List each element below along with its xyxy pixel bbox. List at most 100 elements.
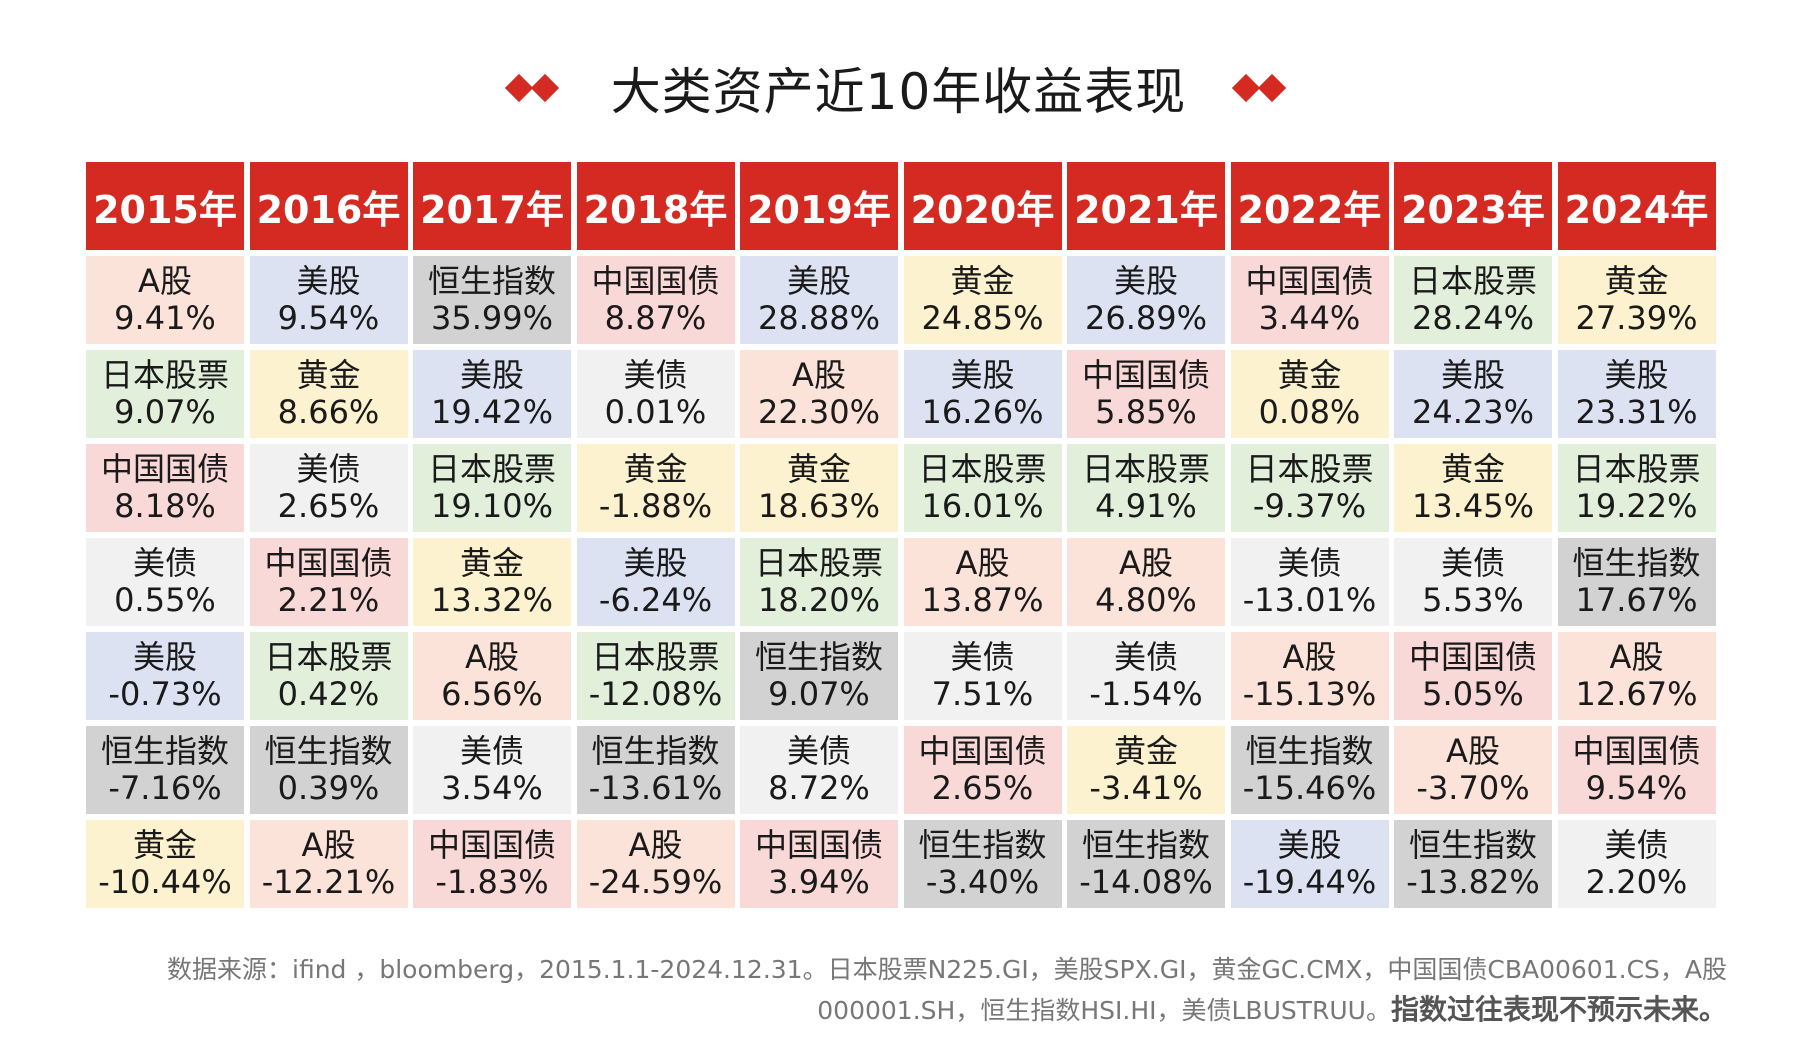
- asset-cell: 日本股票 -9.37%: [1230, 444, 1389, 532]
- asset-cell: 中国国债 2.65%: [903, 726, 1062, 814]
- asset-return: 4.91%: [1095, 487, 1197, 525]
- year-column: 2022年 中国国债 3.44% 黄金 0.08% 日本股票 -9.37% 美债 -13.01%…: [1230, 162, 1389, 908]
- asset-cell: 黄金 13.45%: [1394, 444, 1552, 532]
- asset-return: 16.01%: [921, 487, 1044, 525]
- asset-return: 6.56%: [441, 675, 543, 713]
- asset-cell: 黄金 -1.88%: [576, 444, 735, 532]
- asset-return: 5.53%: [1422, 581, 1524, 619]
- asset-cell: 美股 28.88%: [740, 256, 898, 344]
- asset-cell: 中国国债 -1.83%: [413, 820, 571, 908]
- asset-return: 2.21%: [277, 581, 380, 619]
- asset-cell: 日本股票 4.91%: [1067, 444, 1225, 532]
- asset-name: 日本股票: [1081, 450, 1210, 488]
- year-column: 2017年 恒生指数 35.99% 美股 19.42% 日本股票 19.10% 黄金 13.32…: [413, 162, 571, 908]
- year-header: 2021年: [1067, 162, 1225, 250]
- asset-cell: 恒生指数 9.07%: [740, 632, 898, 720]
- asset-name: 中国国债: [754, 826, 883, 864]
- asset-cell: A股 22.30%: [740, 350, 898, 438]
- asset-name: 美债: [1277, 544, 1342, 582]
- asset-name: A股: [628, 826, 683, 864]
- asset-return: 2.20%: [1585, 863, 1688, 901]
- asset-return: 13.45%: [1411, 487, 1534, 525]
- asset-return: -3.70%: [1416, 769, 1530, 807]
- asset-name: 黄金: [296, 356, 361, 394]
- asset-name: A股: [1609, 638, 1664, 676]
- asset-return: 5.85%: [1095, 393, 1197, 431]
- asset-cell: 恒生指数 -3.40%: [903, 820, 1062, 908]
- asset-cell: 美股 19.42%: [413, 350, 571, 438]
- year-header: 2016年: [249, 162, 408, 250]
- asset-name: 美股: [459, 356, 524, 394]
- asset-name: 黄金: [1440, 450, 1505, 488]
- asset-return: 13.32%: [430, 581, 553, 619]
- page-title: 大类资产近10年收益表现: [610, 63, 1187, 121]
- asset-cell: 中国国债 3.94%: [740, 820, 898, 908]
- asset-cell: A股 -15.13%: [1230, 632, 1389, 720]
- asset-return: 35.99%: [430, 299, 553, 337]
- year-column: 2021年 美股 26.89% 中国国债 5.85% 日本股票 4.91% A股 4.80% 美债…: [1067, 162, 1225, 908]
- asset-cell: 美债 2.65%: [249, 444, 408, 532]
- title-bar: 大类资产近10年收益表现: [0, 52, 1797, 124]
- asset-name: A股: [465, 638, 519, 676]
- asset-return: 24.85%: [921, 299, 1044, 337]
- asset-return: 0.08%: [1258, 393, 1361, 431]
- asset-return: 9.07%: [768, 675, 870, 713]
- year-header: 2018年: [576, 162, 735, 250]
- asset-cell: 美债 -13.01%: [1230, 538, 1389, 626]
- asset-name: 恒生指数: [1081, 826, 1210, 864]
- year-header: 2024年: [1557, 162, 1716, 250]
- asset-name: A股: [138, 262, 192, 300]
- asset-name: 中国国债: [100, 450, 229, 488]
- asset-return: -7.16%: [108, 769, 222, 807]
- asset-cell: 黄金 0.08%: [1230, 350, 1389, 438]
- asset-return: -0.73%: [108, 675, 222, 713]
- asset-return: 19.10%: [430, 487, 553, 525]
- asset-name: 美股: [623, 544, 688, 582]
- asset-return: 28.24%: [1411, 299, 1534, 337]
- asset-return: 12.67%: [1575, 675, 1698, 713]
- asset-return: 22.30%: [757, 393, 880, 431]
- asset-return: 23.31%: [1575, 393, 1698, 431]
- asset-cell: 美债 8.72%: [740, 726, 898, 814]
- asset-return: 17.67%: [1575, 581, 1698, 619]
- asset-name: 黄金: [623, 450, 688, 488]
- asset-return: 19.22%: [1575, 487, 1698, 525]
- asset-return: -9.37%: [1252, 487, 1367, 525]
- asset-cell: 日本股票 9.07%: [86, 350, 244, 438]
- asset-cell: 日本股票 18.20%: [740, 538, 898, 626]
- asset-cell: 美债 0.55%: [86, 538, 244, 626]
- year-header: 2017年: [413, 162, 571, 250]
- asset-name: 日本股票: [591, 638, 720, 676]
- asset-cell: 恒生指数 0.39%: [249, 726, 408, 814]
- year-column: 2016年 美股 9.54% 黄金 8.66% 美债 2.65% 中国国债 2.21% 日本股票 0…: [249, 162, 408, 908]
- asset-return: -12.08%: [588, 675, 723, 713]
- asset-cell: 日本股票 19.10%: [413, 444, 571, 532]
- asset-cell: 中国国债 5.85%: [1067, 350, 1225, 438]
- asset-name: 美股: [786, 262, 851, 300]
- asset-name: 中国国债: [264, 544, 393, 582]
- asset-cell: 美股 16.26%: [903, 350, 1062, 438]
- asset-name: A股: [1119, 544, 1173, 582]
- asset-name: 恒生指数: [100, 732, 229, 770]
- asset-cell: 恒生指数 -13.61%: [576, 726, 735, 814]
- diamond-right-icon: [1232, 73, 1288, 103]
- asset-cell: A股 -12.21%: [249, 820, 408, 908]
- asset-cell: 恒生指数 35.99%: [413, 256, 571, 344]
- asset-cell: A股 6.56%: [413, 632, 571, 720]
- footnote-line2: 000001.SH，恒生指数HSI.HI，美债LBUSTRUU。指数过往表现不预…: [817, 988, 1727, 1028]
- asset-return: 28.88%: [757, 299, 880, 337]
- asset-return: 27.39%: [1575, 299, 1698, 337]
- asset-return: -6.24%: [598, 581, 713, 619]
- asset-cell: A股 9.41%: [86, 256, 244, 344]
- asset-name: 日本股票: [1572, 450, 1701, 488]
- asset-name: 中国国债: [427, 826, 556, 864]
- asset-cell: 中国国债 3.44%: [1230, 256, 1389, 344]
- asset-cell: 美股 9.54%: [249, 256, 408, 344]
- asset-cell: 黄金 -3.41%: [1067, 726, 1225, 814]
- asset-return: -1.54%: [1089, 675, 1203, 713]
- asset-return: 16.26%: [921, 393, 1044, 431]
- asset-cell: 美债 5.53%: [1394, 538, 1552, 626]
- asset-name: 恒生指数: [754, 638, 883, 676]
- asset-name: 美股: [950, 356, 1015, 394]
- asset-name: 黄金: [950, 262, 1015, 300]
